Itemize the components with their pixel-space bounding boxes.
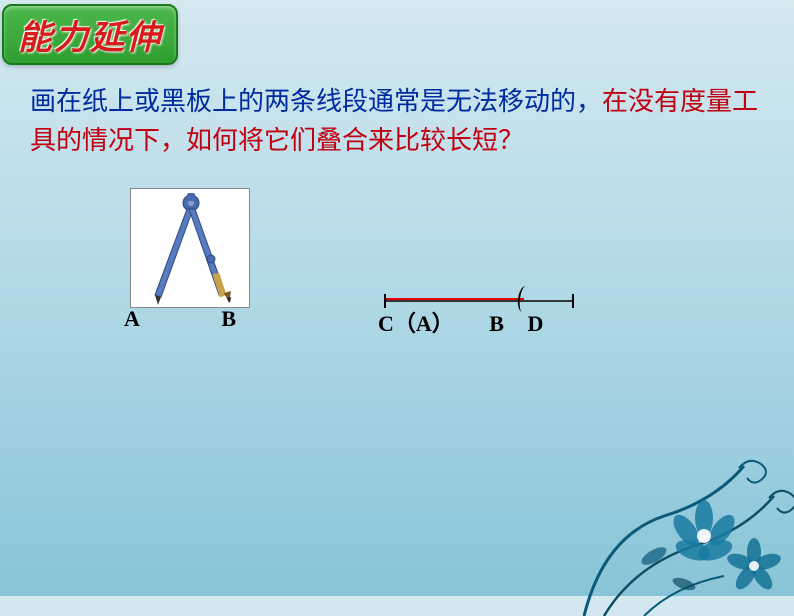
compass-illustration: [130, 188, 250, 308]
flower-decoration: [544, 416, 794, 616]
compass-svg: [131, 189, 251, 309]
label-b2: B: [489, 311, 504, 337]
badge-text: 能力延伸: [18, 20, 162, 57]
label-a: A: [124, 306, 140, 332]
label-d: D: [527, 311, 543, 337]
label-a-paren: （A）: [394, 306, 454, 338]
section-badge: 能力延伸: [2, 4, 178, 65]
labels-c-a-b-d: C（A） B D: [378, 306, 543, 338]
question-part1: 画在纸上或黑板上的两条线段通常是无法移动的，: [30, 87, 602, 116]
labels-a-b: A B: [124, 306, 236, 332]
segment-black-line: [384, 300, 574, 302]
segment-red-line: [384, 298, 524, 300]
tick-right: [572, 294, 574, 308]
label-b: B: [221, 306, 236, 332]
question-text: 画在纸上或黑板上的两条线段通常是无法移动的，在没有度量工具的情况下，如何将它们叠…: [30, 82, 760, 160]
label-c: C: [378, 311, 394, 337]
